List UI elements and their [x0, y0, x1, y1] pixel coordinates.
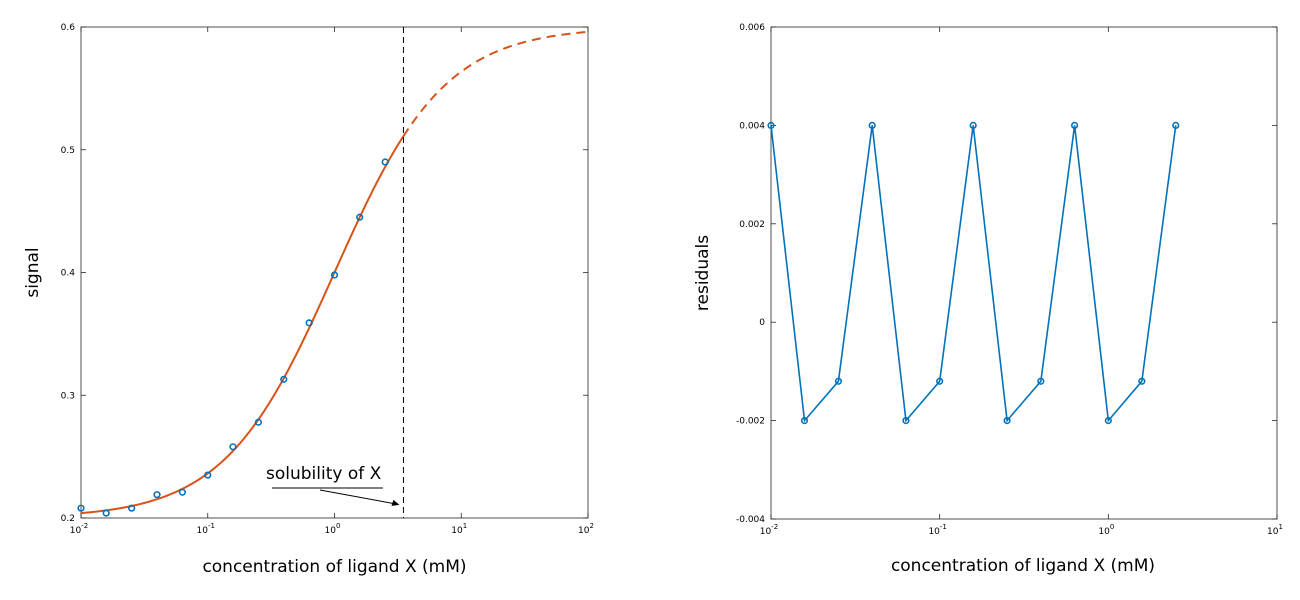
x-tick-base: 10 [1098, 527, 1110, 537]
annotation-arrow-shaft [319, 489, 396, 505]
y-tick-label: 0.6 [61, 23, 76, 33]
data-point [381, 158, 389, 166]
x-tick-label: 10-2 [760, 523, 778, 537]
data-point [204, 471, 212, 479]
y-tick-label: 0.4 [61, 269, 76, 279]
residual-point [1172, 121, 1180, 129]
data-point [102, 509, 110, 517]
residual-point [1104, 417, 1112, 425]
x-tick-exponent: 2 [589, 522, 593, 530]
annotation-arrow-head [391, 499, 400, 506]
residual-point [834, 377, 843, 385]
y-tick-label: 0.2 [61, 514, 75, 524]
x-tick-base: 10 [1267, 527, 1279, 537]
data-point [305, 319, 313, 327]
residual-point [767, 121, 775, 129]
y-tick-label: -0.002 [736, 417, 765, 427]
x-tick-label: 10-1 [197, 522, 215, 536]
y-tick-label: 0.006 [739, 23, 765, 33]
data-point [178, 488, 187, 496]
x-tick-exponent: -2 [81, 522, 88, 530]
x-tick-label: 100 [325, 522, 341, 536]
residual-point [902, 417, 910, 425]
data-point [229, 443, 237, 451]
y-tick-label: 0.004 [739, 121, 765, 131]
data-point [330, 271, 339, 279]
x-tick-exponent: 0 [1110, 523, 1114, 531]
residual-point [868, 121, 876, 129]
x-tick-exponent: 1 [1278, 523, 1282, 531]
x-tick-label: 102 [578, 522, 594, 536]
x-tick-base: 10 [325, 526, 337, 536]
data-point [254, 418, 263, 426]
data-point [153, 491, 161, 499]
fit-curve-extrapolated [402, 30, 589, 137]
annotation-label: solubility of X [266, 464, 382, 484]
x-tick-base: 10 [760, 527, 772, 537]
y-tick-label: 0 [759, 318, 765, 328]
residual-point [936, 377, 944, 385]
x-tick-label: 10-2 [70, 522, 88, 536]
x-tick-base: 10 [928, 527, 940, 537]
x-tick-base: 10 [451, 526, 463, 536]
x-tick-label: 10-1 [928, 523, 946, 537]
y-tick-label: 0.5 [61, 146, 75, 156]
data-point [77, 504, 85, 512]
plot-frame [770, 26, 1278, 520]
residual-point [1138, 377, 1146, 385]
y-axis-title: residuals [693, 235, 713, 311]
y-tick-label: 0.002 [739, 220, 765, 230]
data-point [280, 375, 288, 383]
residual-point [1071, 121, 1079, 129]
x-tick-label: 101 [451, 522, 467, 536]
residuals-line [770, 125, 1177, 423]
x-tick-base: 10 [578, 526, 590, 536]
y-tick-label: 0.3 [61, 391, 75, 401]
x-tick-base: 10 [70, 526, 82, 536]
y-tick-label: -0.004 [736, 515, 765, 525]
x-tick-exponent: -1 [940, 523, 947, 531]
x-axis-title: concentration of ligand X (mM) [202, 557, 466, 577]
x-tick-exponent: -1 [208, 522, 215, 530]
x-tick-label: 101 [1267, 523, 1283, 537]
data-point [356, 213, 364, 221]
data-point [128, 504, 136, 512]
residual-point [1037, 377, 1045, 385]
x-tick-base: 10 [197, 526, 209, 536]
x-axis-title: concentration of ligand X (mM) [891, 556, 1155, 576]
x-tick-exponent: 0 [336, 522, 340, 530]
signal-chart: 10-2 10-1 100 101 1020.20.30.40.50.6concentr… [23, 23, 594, 577]
x-tick-label: 100 [1098, 523, 1114, 537]
residual-point [969, 121, 977, 129]
residual-point [1003, 417, 1011, 425]
y-axis-title: signal [23, 247, 43, 297]
x-tick-exponent: -2 [771, 523, 778, 531]
residual-point [800, 417, 809, 425]
residuals-chart: 10-2 10-1 100 101-0.004-0.00200.0020.0040.0… [693, 23, 1283, 576]
fit-curve-solid [80, 135, 405, 515]
x-tick-exponent: 1 [463, 522, 467, 530]
